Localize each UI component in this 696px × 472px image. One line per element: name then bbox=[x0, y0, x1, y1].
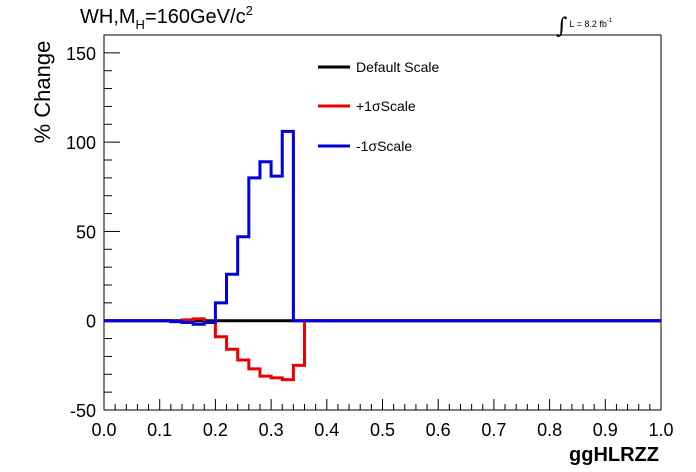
x-tick-label: 0.8 bbox=[537, 420, 562, 440]
x-axis: 0.0 0.1 0.2 0.3 0.4 0.5 0.6 0.7 0.8 0.9 1.0 bbox=[91, 399, 674, 440]
chart-title: WH,MH=160GeV/c2 bbox=[80, 3, 253, 32]
y-tick-label: 0 bbox=[86, 312, 96, 332]
legend: Default Scale +1σScale -1σScale bbox=[318, 59, 439, 154]
x-tick-label: 0.7 bbox=[481, 420, 506, 440]
series-line-1 bbox=[104, 317, 661, 382]
y-tick-label: 150 bbox=[66, 44, 96, 64]
y-tick-label: 100 bbox=[66, 133, 96, 153]
y-axis-label: % Change bbox=[30, 41, 55, 144]
x-tick-label: 0.2 bbox=[203, 420, 228, 440]
legend-label: -1σScale bbox=[356, 138, 412, 154]
x-tick-label: 0.4 bbox=[314, 420, 339, 440]
x-tick-label: 0.5 bbox=[370, 420, 395, 440]
x-tick-label: 0.3 bbox=[259, 420, 284, 440]
title-subscript: H bbox=[135, 17, 145, 32]
x-tick-label: 0.0 bbox=[91, 420, 116, 440]
series-line-2 bbox=[104, 129, 661, 326]
title-rest: =160GeV/c bbox=[144, 6, 246, 28]
series-layer bbox=[104, 129, 661, 382]
legend-label: Default Scale bbox=[356, 59, 439, 75]
x-axis-label: ggHLRZZ bbox=[569, 444, 659, 466]
integral-symbol: ∫ bbox=[556, 14, 568, 39]
luminosity-text: L = 8.2 fb bbox=[569, 19, 607, 29]
x-tick-label: 0.9 bbox=[593, 420, 618, 440]
y-tick-label: 50 bbox=[76, 222, 96, 242]
legend-label: +1σScale bbox=[356, 98, 416, 114]
x-tick-label: 1.0 bbox=[648, 420, 673, 440]
luminosity-label: ∫ L = 8.2 fb-1 bbox=[556, 8, 613, 39]
y-tick-label: -50 bbox=[70, 401, 96, 421]
luminosity-superscript: -1 bbox=[606, 18, 613, 24]
title-main: WH,M bbox=[80, 6, 136, 28]
plot-frame bbox=[103, 34, 662, 411]
y-axis: -50 0 50 100 150 bbox=[66, 34, 120, 421]
x-tick-label: 0.1 bbox=[147, 420, 172, 440]
title-superscript: 2 bbox=[245, 3, 253, 18]
x-tick-label: 0.6 bbox=[426, 420, 451, 440]
